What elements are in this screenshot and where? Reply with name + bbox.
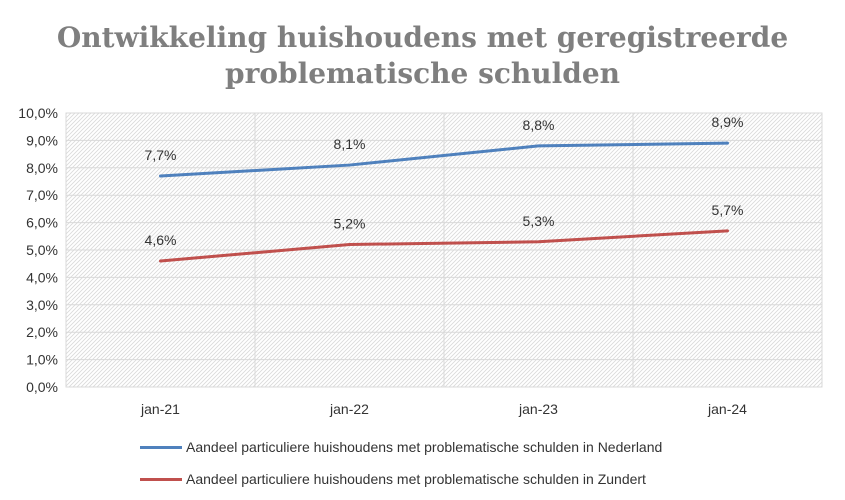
x-tick-label-jan-23: jan-23 — [518, 401, 558, 417]
data-label-s1-0: 4,6% — [145, 232, 177, 248]
y-tick-label-2: 2,0% — [26, 324, 58, 340]
data-label-s1-1: 5,2% — [334, 216, 366, 232]
y-tick-label-8: 8,0% — [26, 160, 58, 176]
y-tick-label-5: 5,0% — [26, 242, 58, 258]
legend-swatch-nederland — [140, 445, 182, 449]
legend-item-nederland: Aandeel particuliere huishoudens met pro… — [140, 432, 662, 462]
legend-label-zundert: Aandeel particuliere huishoudens met pro… — [186, 471, 646, 487]
series-line-1 — [159, 229, 729, 263]
data-label-s0-0: 7,7% — [145, 147, 177, 163]
data-label-s0-3: 8,9% — [712, 114, 744, 130]
y-tick-label-1: 1,0% — [26, 352, 58, 368]
data-label-s0-2: 8,8% — [523, 117, 555, 133]
data-labels: 7,7% 8,1% 8,8% 8,9% 4,6% 5,2% 5,3% 5,7% — [145, 114, 744, 248]
y-tick-label-9: 9,0% — [26, 132, 58, 148]
legend-label-nederland: Aandeel particuliere huishoudens met pro… — [186, 439, 663, 455]
y-tick-label-3: 3,0% — [26, 297, 58, 313]
y-tick-label-6: 6,0% — [26, 215, 58, 231]
legend-item-zundert: Aandeel particuliere huishoudens met pro… — [140, 464, 662, 494]
y-tick-label-7: 7,0% — [26, 187, 58, 203]
x-tick-label-jan-22: jan-22 — [329, 401, 369, 417]
chart-title-line-2: problematische schulden — [224, 57, 621, 90]
gridlines — [66, 112, 822, 388]
x-tick-label-jan-21: jan-21 — [140, 401, 180, 417]
data-label-s1-2: 5,3% — [523, 213, 555, 229]
y-tick-label-4: 4,0% — [26, 269, 58, 285]
legend-swatch-zundert — [140, 477, 182, 481]
data-label-s0-1: 8,1% — [334, 136, 366, 152]
line-chart: 0,0% 1,0% 2,0% 3,0% 4,0% 5,0% 6,0% 7,0% 8,0% 9,0%… — [18, 105, 823, 417]
chart-title: Ontwikkeling huishoudens met geregistree… — [0, 20, 845, 92]
data-label-s1-3: 5,7% — [712, 202, 744, 218]
x-axis-tick-labels: jan-21 jan-22 jan-23 jan-24 — [140, 401, 747, 417]
y-tick-label-0: 0,0% — [26, 379, 58, 395]
series-line-0 — [159, 141, 729, 178]
y-tick-label-10: 10,0% — [18, 105, 58, 121]
y-axis-tick-labels: 0,0% 1,0% 2,0% 3,0% 4,0% 5,0% 6,0% 7,0% 8,0% 9,0%… — [18, 105, 58, 395]
legend: Aandeel particuliere huishoudens met pro… — [140, 432, 662, 496]
x-tick-label-jan-24: jan-24 — [707, 401, 747, 417]
chart-title-line-1: Ontwikkeling huishoudens met geregistree… — [56, 21, 789, 54]
series-lines — [159, 141, 729, 263]
